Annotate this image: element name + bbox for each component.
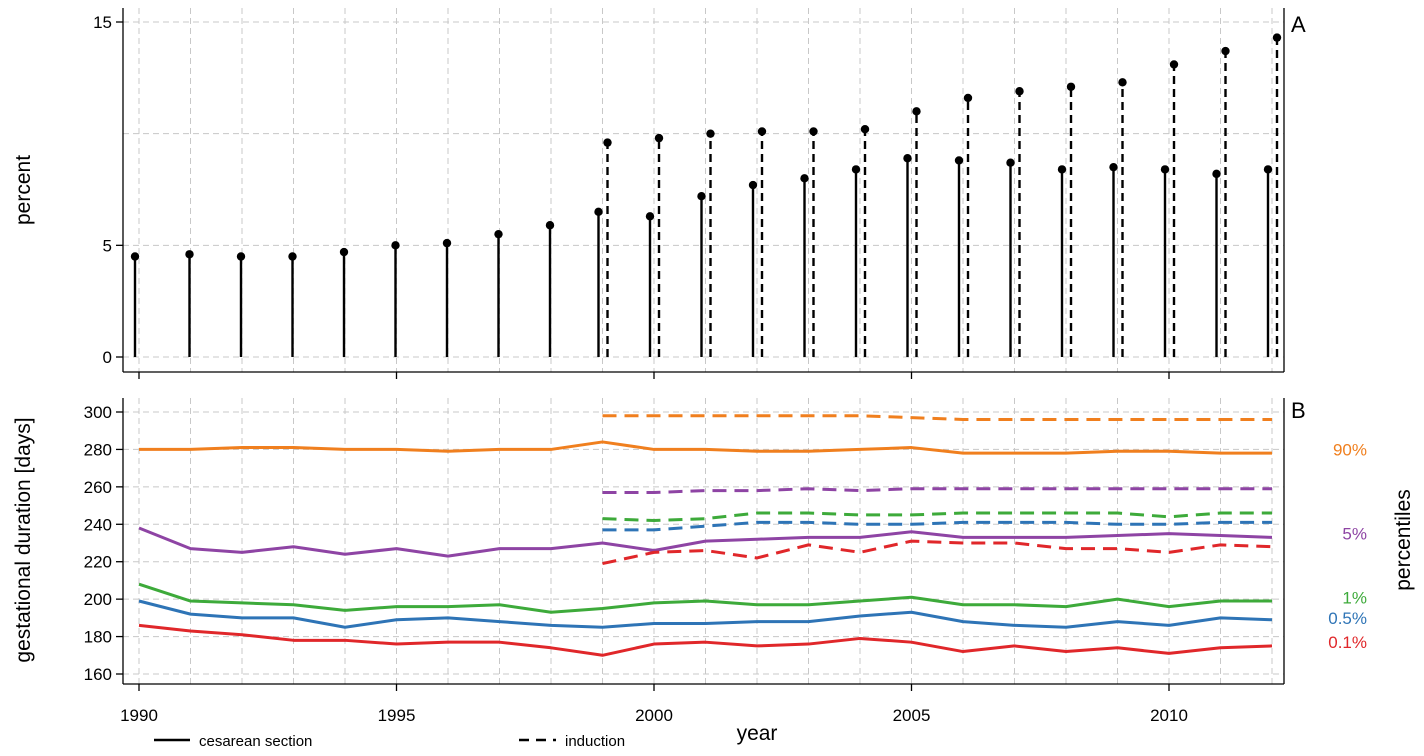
line-induction-1pct — [602, 511, 1272, 523]
point-induction — [1066, 82, 1076, 91]
line-induction-0-1pct — [602, 539, 1273, 566]
point-induction — [706, 129, 715, 138]
line-cesarean-1pct — [138, 582, 1272, 614]
point-induction — [757, 127, 767, 136]
point-cesarean — [851, 165, 861, 174]
legend-label-cesarean: cesarean section — [199, 733, 312, 750]
y-tick-label: 260 — [84, 478, 112, 497]
line-cesarean-0-1pct — [138, 623, 1273, 657]
panel-b-line-chart: 160 180 200 220 240 260 280 300 1990 1995 2000 2005… — [12, 398, 1415, 745]
legend: cesarean section induction — [154, 733, 625, 750]
point-induction — [603, 138, 612, 147]
x-tick-label: 2010 — [1150, 706, 1188, 725]
point-cesarean — [391, 241, 400, 250]
point-cesarean — [1057, 165, 1067, 174]
point-cesarean — [1263, 165, 1273, 174]
point-induction — [809, 127, 818, 136]
point-cesarean — [748, 180, 758, 190]
point-induction — [1221, 46, 1230, 56]
point-cesarean — [800, 174, 809, 183]
percentile-label: 0.1% — [1328, 633, 1367, 652]
y-axis-title-right: percentiles — [1392, 489, 1415, 591]
x-tick-label: 2000 — [635, 706, 673, 725]
line-induction-0-5pct — [602, 520, 1272, 532]
point-induction — [1015, 87, 1024, 96]
point-cesarean — [494, 229, 503, 239]
line-induction-5pct — [602, 487, 1272, 494]
line-cesarean-90pct — [139, 440, 1272, 455]
point-induction — [1272, 33, 1282, 42]
point-cesarean — [442, 238, 452, 248]
point-induction — [654, 133, 664, 143]
y-axis-title-b: gestational duration [days] — [12, 417, 35, 662]
x-tick-label: 1995 — [378, 706, 416, 725]
x-axis-title: year — [737, 722, 778, 745]
point-cesarean — [236, 252, 246, 261]
y-tick-label: 160 — [84, 665, 112, 684]
point-induction — [1118, 78, 1127, 87]
point-cesarean — [697, 192, 706, 201]
point-induction — [963, 93, 973, 103]
point-cesarean — [1006, 158, 1015, 167]
x-tick-label: 1990 — [120, 706, 158, 725]
y-tick-label: 240 — [84, 515, 112, 534]
y-tick-label: 300 — [84, 403, 112, 422]
y-axis-title-a: percent — [12, 155, 35, 225]
percentile-label: 90% — [1333, 440, 1367, 459]
point-cesarean — [1109, 162, 1118, 172]
point-induction — [912, 107, 921, 116]
point-cesarean — [130, 252, 140, 261]
percentile-label: 0.5% — [1328, 609, 1367, 628]
point-cesarean — [645, 212, 655, 221]
point-cesarean — [545, 221, 555, 230]
legend-label-induction: induction — [565, 733, 625, 750]
point-cesarean — [903, 154, 912, 163]
percentile-label: 1% — [1342, 588, 1367, 607]
point-cesarean — [954, 156, 964, 165]
y-tick-label: 280 — [84, 440, 112, 459]
line-cesarean-5pct — [138, 526, 1273, 558]
point-cesarean — [288, 252, 297, 261]
y-tick-label: 180 — [84, 628, 112, 647]
y-tick-label: 0 — [103, 348, 112, 367]
percentile-label: 5% — [1342, 525, 1367, 544]
y-tick-label: 220 — [84, 553, 112, 572]
point-cesarean — [1212, 169, 1221, 179]
point-cesarean — [1160, 165, 1170, 174]
y-tick-label: 200 — [84, 590, 112, 609]
panel-label-a: A — [1291, 12, 1306, 37]
y-tick-label: 5 — [103, 236, 112, 255]
point-induction — [1169, 60, 1179, 69]
panel-label-b: B — [1291, 398, 1306, 423]
line-induction-90pct — [602, 414, 1272, 421]
line-cesarean-0-5pct — [138, 599, 1273, 629]
point-induction — [860, 125, 870, 134]
point-cesarean — [339, 247, 349, 257]
point-cesarean — [185, 250, 194, 259]
point-cesarean — [594, 207, 603, 217]
x-tick-label: 2005 — [893, 706, 931, 725]
y-tick-label: 15 — [93, 13, 112, 32]
